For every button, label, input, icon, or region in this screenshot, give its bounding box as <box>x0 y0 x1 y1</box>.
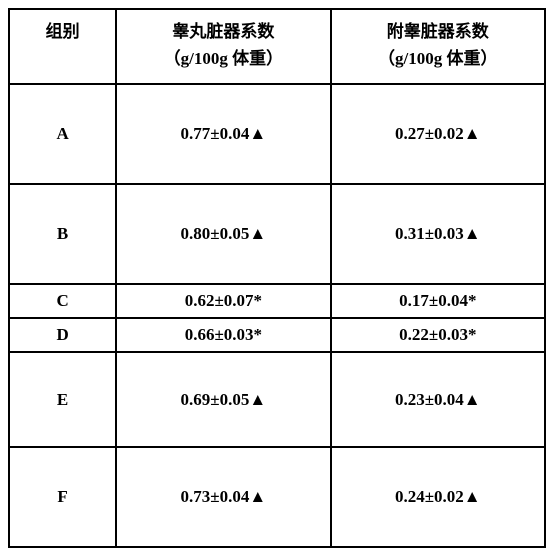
header-label-line2: （g/100g 体重） <box>164 49 283 68</box>
header-label-line1: 睾丸脏器系数 <box>172 22 274 41</box>
table-row: C 0.62±0.07* 0.17±0.04* <box>9 284 545 318</box>
organ-coefficient-table: 组别 睾丸脏器系数 （g/100g 体重） 附睾脏器系数 （g/100g 体重）… <box>8 8 546 548</box>
cell-testis: 0.69±0.05▲ <box>116 352 330 447</box>
col-header-epididymis: 附睾脏器系数 （g/100g 体重） <box>331 9 545 84</box>
cell-epididymis: 0.24±0.02▲ <box>331 447 545 547</box>
cell-testis: 0.66±0.03* <box>116 318 330 352</box>
cell-group: B <box>9 184 116 284</box>
cell-group: D <box>9 318 116 352</box>
table-row: D 0.66±0.03* 0.22±0.03* <box>9 318 545 352</box>
header-label-line1: 附睾脏器系数 <box>387 22 489 41</box>
cell-epididymis: 0.31±0.03▲ <box>331 184 545 284</box>
cell-epididymis: 0.22±0.03* <box>331 318 545 352</box>
col-header-group: 组别 <box>9 9 116 84</box>
col-header-testis: 睾丸脏器系数 （g/100g 体重） <box>116 9 330 84</box>
table-row: F 0.73±0.04▲ 0.24±0.02▲ <box>9 447 545 547</box>
header-label-line2: （g/100g 体重） <box>378 49 497 68</box>
cell-testis: 0.80±0.05▲ <box>116 184 330 284</box>
cell-testis: 0.62±0.07* <box>116 284 330 318</box>
cell-group: C <box>9 284 116 318</box>
table-row: E 0.69±0.05▲ 0.23±0.04▲ <box>9 352 545 447</box>
table-row: B 0.80±0.05▲ 0.31±0.03▲ <box>9 184 545 284</box>
table-header-row: 组别 睾丸脏器系数 （g/100g 体重） 附睾脏器系数 （g/100g 体重） <box>9 9 545 84</box>
cell-group: E <box>9 352 116 447</box>
cell-group: A <box>9 84 116 184</box>
header-label: 组别 <box>46 22 80 41</box>
cell-testis: 0.73±0.04▲ <box>116 447 330 547</box>
cell-epididymis: 0.17±0.04* <box>331 284 545 318</box>
cell-epididymis: 0.27±0.02▲ <box>331 84 545 184</box>
cell-epididymis: 0.23±0.04▲ <box>331 352 545 447</box>
table-row: A 0.77±0.04▲ 0.27±0.02▲ <box>9 84 545 184</box>
cell-group: F <box>9 447 116 547</box>
cell-testis: 0.77±0.04▲ <box>116 84 330 184</box>
